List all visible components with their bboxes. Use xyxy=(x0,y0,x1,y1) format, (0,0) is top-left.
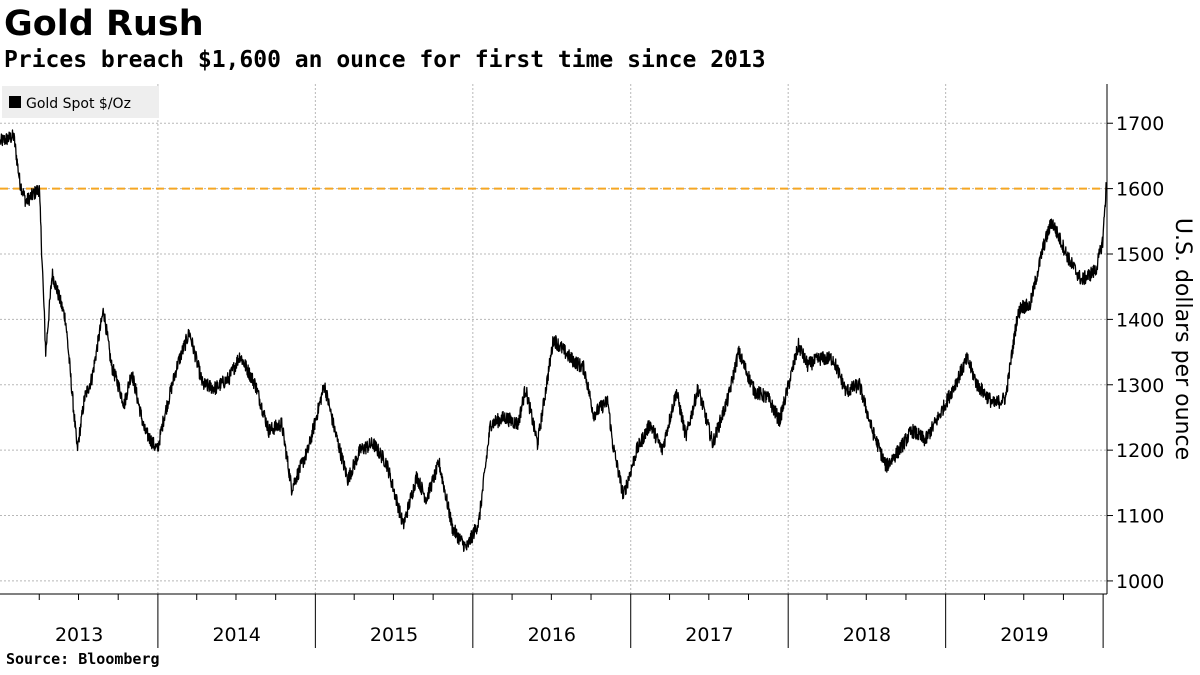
y-tick-label: 1700 xyxy=(1116,113,1164,135)
x-year-label: 2017 xyxy=(685,624,733,646)
y-tick-label: 1400 xyxy=(1116,309,1164,331)
y-tick-label: 1100 xyxy=(1116,506,1164,528)
axes xyxy=(0,84,1108,595)
y-tick-label: 1600 xyxy=(1116,179,1164,201)
y-tick-labels: 1000 1100 1200 1300 1400 1500 1600 1700 xyxy=(1107,113,1164,593)
chart-title: Gold Rush xyxy=(4,4,204,44)
y-axis-label: U.S. dollars per ounce xyxy=(1170,218,1195,460)
series-line-gold-spot xyxy=(0,129,1107,553)
legend-label: Gold Spot $/Oz xyxy=(26,96,131,112)
y-tick-label: 1500 xyxy=(1116,244,1164,266)
series-group xyxy=(0,129,1107,553)
y-tick-label: 1000 xyxy=(1116,571,1164,593)
legend: Gold Spot $/Oz xyxy=(2,86,159,118)
x-year-label: 2018 xyxy=(843,624,891,646)
source-note: Source: Bloomberg xyxy=(6,650,160,668)
x-year-label: 2014 xyxy=(212,624,260,646)
x-year-label: 2019 xyxy=(1000,624,1048,646)
y-tick-label: 1200 xyxy=(1116,440,1164,462)
x-tick-marks xyxy=(38,594,1104,648)
legend-swatch xyxy=(9,96,21,108)
x-year-labels: 2013 2014 2015 2016 2017 2018 2019 xyxy=(55,624,1049,646)
x-year-label: 2016 xyxy=(528,624,576,646)
y-tick-label: 1300 xyxy=(1116,375,1164,397)
chart-subtitle: Prices breach $1,600 an ounce for first … xyxy=(4,47,766,73)
x-year-label: 2013 xyxy=(55,624,103,646)
legend-background xyxy=(2,86,159,118)
x-year-label: 2015 xyxy=(370,624,418,646)
